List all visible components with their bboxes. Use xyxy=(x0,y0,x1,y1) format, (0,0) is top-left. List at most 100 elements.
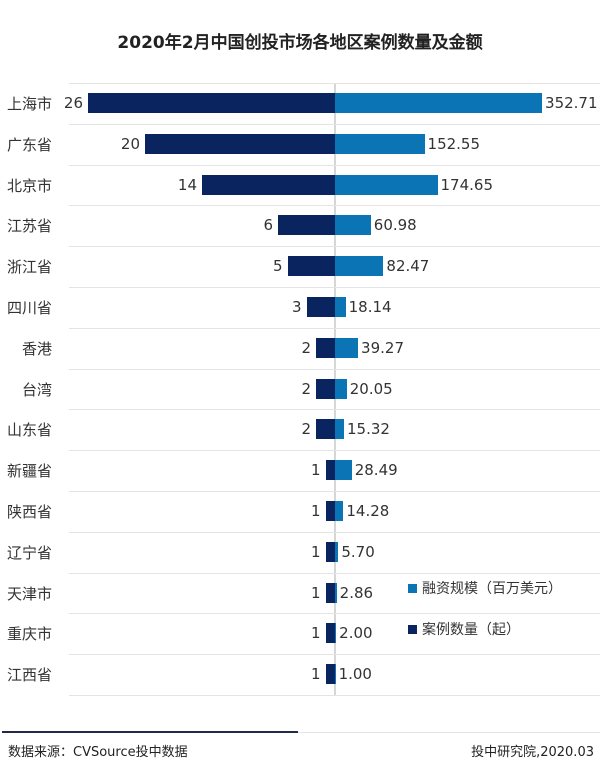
legend-swatch-cases-icon xyxy=(408,624,417,634)
region-label: 辽宁省 xyxy=(6,543,52,562)
gridline xyxy=(69,164,600,166)
amount-bar xyxy=(335,501,344,521)
gridline xyxy=(69,123,600,125)
chart-row: 天津市 1 2.86 xyxy=(0,573,600,614)
region-label: 上海市 xyxy=(6,95,52,113)
chart-row: 北京市 14 174.65 xyxy=(0,165,600,206)
amount-value: 39.27 xyxy=(361,338,404,357)
amount-bar xyxy=(335,93,543,113)
gridline xyxy=(69,531,600,533)
gridline xyxy=(69,205,600,207)
chart-row: 辽宁省 1 5.70 xyxy=(0,532,600,573)
region-label: 浙江省 xyxy=(6,258,52,277)
credit-date: 投中研究院,2020.03 xyxy=(471,745,594,760)
amount-value: 152.55 xyxy=(427,134,481,153)
amount-bar xyxy=(335,215,371,236)
cases-bar xyxy=(88,93,335,113)
cases-bar xyxy=(325,460,335,481)
amount-value: 352.71 xyxy=(545,94,598,112)
cases-bar xyxy=(316,337,335,358)
amount-bar xyxy=(335,419,344,440)
cases-value: 1 xyxy=(310,665,321,684)
legend-label-cases: 案例数量（起） xyxy=(422,622,520,638)
region-label: 陕西省 xyxy=(6,503,52,521)
amount-bar xyxy=(335,623,337,644)
region-label: 江西省 xyxy=(6,666,52,685)
cases-value: 1 xyxy=(310,583,321,602)
region-label: 江苏省 xyxy=(6,217,52,236)
gridline xyxy=(69,368,600,370)
cases-value: 1 xyxy=(310,461,321,480)
gridline xyxy=(69,654,600,656)
region-label: 广东省 xyxy=(6,135,52,154)
amount-value: 28.49 xyxy=(354,461,398,480)
amount-value: 60.98 xyxy=(373,216,417,235)
legend-item-cases: 案例数量（起） xyxy=(408,621,520,639)
amount-value: 15.32 xyxy=(346,420,390,439)
cases-bar xyxy=(325,541,335,562)
chart-row: 浙江省 5 82.47 xyxy=(0,246,600,287)
region-label: 台湾 xyxy=(21,380,52,399)
gridline xyxy=(69,491,600,492)
amount-value: 2.00 xyxy=(339,624,373,643)
chart-row: 江西省 1 1.00 xyxy=(0,654,600,695)
amount-bar xyxy=(335,337,359,358)
cases-bar xyxy=(287,256,335,277)
amount-value: 82.47 xyxy=(386,257,430,276)
cases-value: 3 xyxy=(291,298,302,316)
gridline xyxy=(69,572,600,574)
region-label: 香港 xyxy=(21,339,52,358)
amount-value: 1.00 xyxy=(338,665,372,684)
gridline xyxy=(69,450,600,452)
gridline xyxy=(69,409,600,411)
chart-row: 四川省 3 18.14 xyxy=(0,287,600,328)
legend-swatch-amount-icon xyxy=(408,583,417,593)
chart-row: 山东省 2 15.32 xyxy=(0,409,600,450)
footer-divider-accent xyxy=(2,731,298,733)
amount-value: 18.14 xyxy=(348,298,392,316)
cases-value: 1 xyxy=(310,502,321,520)
cases-bar xyxy=(316,419,335,440)
region-label: 四川省 xyxy=(6,299,52,317)
chart-row: 江苏省 6 60.98 xyxy=(0,205,600,246)
amount-value: 5.70 xyxy=(341,542,375,561)
chart-row: 香港 2 39.27 xyxy=(0,328,600,369)
amount-value: 2.86 xyxy=(339,583,374,602)
region-label: 山东省 xyxy=(6,421,52,440)
cases-value: 1 xyxy=(310,542,321,561)
region-label: 重庆市 xyxy=(6,625,52,644)
cases-bar xyxy=(316,378,335,399)
cases-value: 20 xyxy=(120,134,140,153)
chart-row: 重庆市 1 2.00 xyxy=(0,613,600,654)
chart-plot-area: 上海市 2 6 352.71 广东省 20 152.55 北京市 14 174.65 江苏省 6 60.… xyxy=(0,83,600,696)
amount-bar xyxy=(335,256,384,277)
chart-title: 2020年2月中国创投市场各地区案例数量及金额 xyxy=(117,33,483,53)
region-label: 新疆省 xyxy=(6,462,52,481)
chart-row: 陕西省 1 14.28 xyxy=(0,491,600,532)
amount-bar xyxy=(335,664,336,685)
amount-bar xyxy=(335,460,352,481)
data-source: 数据来源：CVSource投中数据 xyxy=(8,745,188,760)
gridline xyxy=(69,695,600,696)
gridline xyxy=(69,246,600,248)
amount-bar xyxy=(335,378,347,399)
cases-bar xyxy=(325,623,335,644)
chart-row: 新疆省 1 28.49 xyxy=(0,450,600,491)
cases-bar xyxy=(145,133,335,154)
cases-value: 2 xyxy=(301,420,311,439)
amount-value: 20.05 xyxy=(349,379,393,398)
cases-value: 14 xyxy=(177,175,197,194)
amount-bar xyxy=(335,541,339,562)
legend-label-amount: 融资规模（百万美元） xyxy=(422,581,562,597)
gridline xyxy=(69,287,600,288)
gridline xyxy=(69,327,600,329)
cases-bar xyxy=(325,501,335,521)
amount-bar xyxy=(335,174,438,195)
gridline xyxy=(69,83,600,84)
footer-divider xyxy=(298,732,600,733)
cases-bar xyxy=(306,297,335,317)
amount-value: 14.28 xyxy=(346,502,390,520)
cases-value: 2 xyxy=(301,379,311,398)
cases-value: 6 xyxy=(263,216,273,235)
region-label: 天津市 xyxy=(6,584,52,603)
